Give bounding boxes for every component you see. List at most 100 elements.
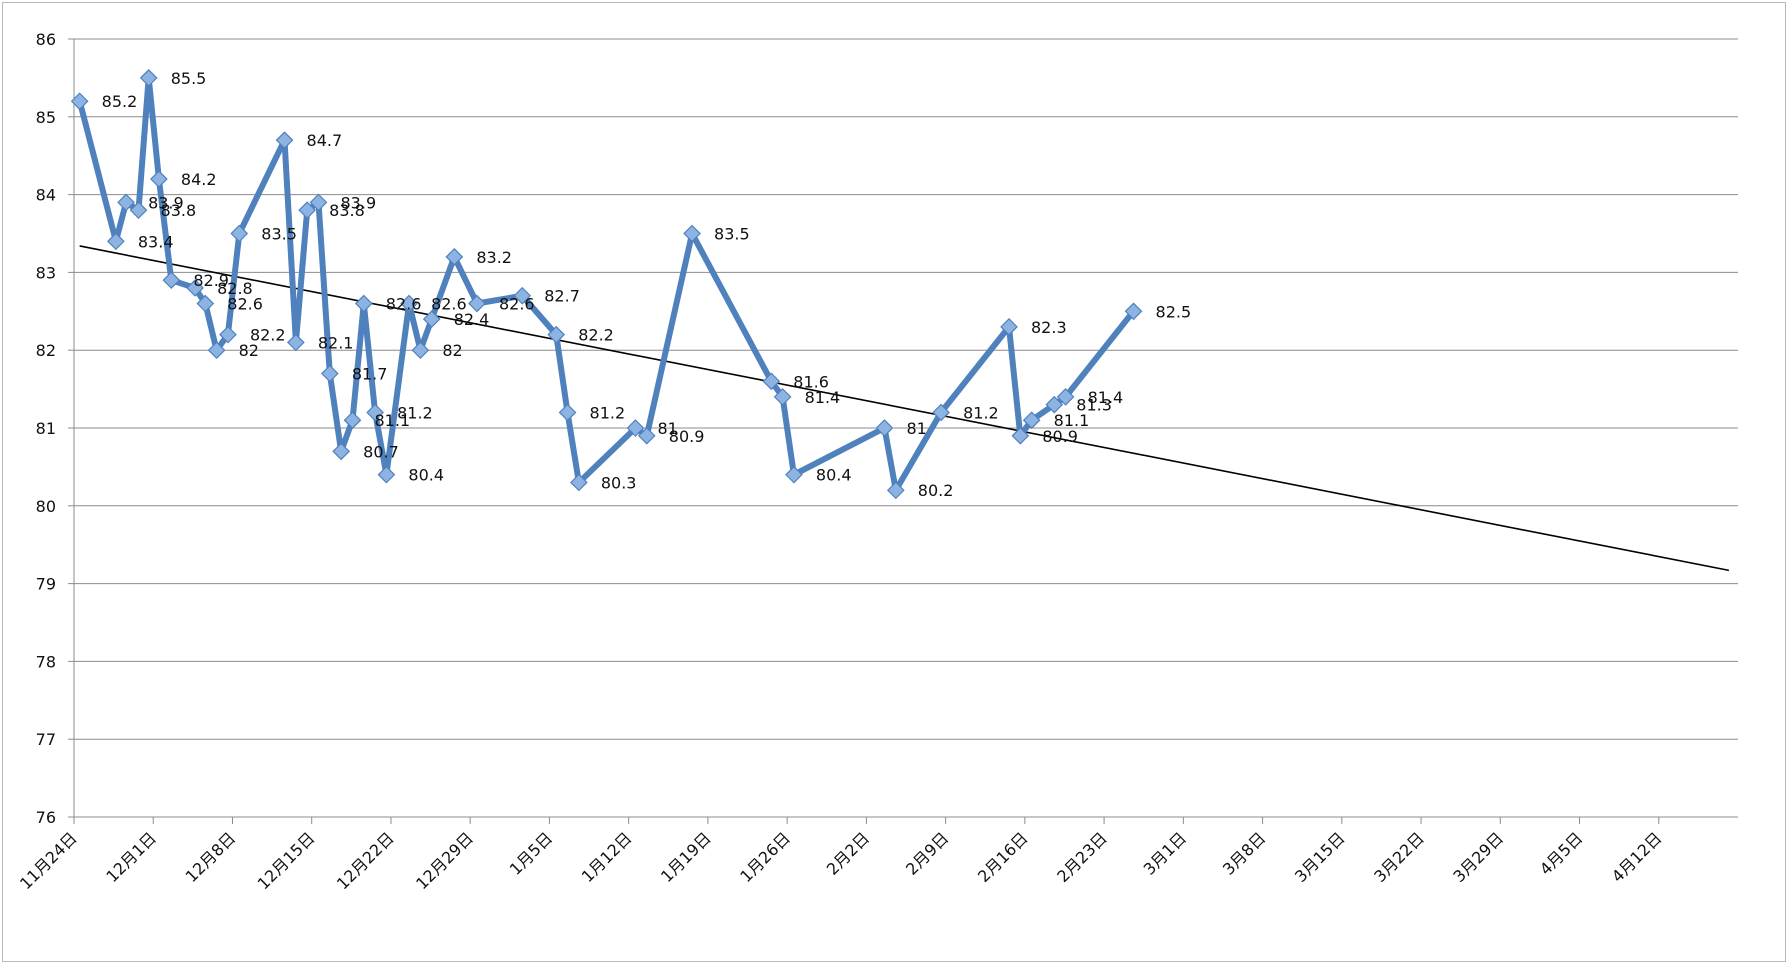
data-label: 81.1 (1054, 411, 1090, 430)
data-point-marker (886, 481, 905, 500)
data-label: 81.3 (1076, 396, 1112, 415)
x-tick-label: 12月8日 (182, 828, 240, 886)
y-tick-label: 76 (36, 808, 56, 827)
data-label: 82.4 (454, 310, 490, 329)
data-label: 83.4 (138, 232, 174, 251)
data-point-marker (411, 341, 430, 360)
data-label: 80.4 (408, 466, 444, 485)
data-point-marker (445, 247, 464, 266)
x-tick-label: 1月19日 (657, 828, 715, 886)
x-tick-label: 3月8日 (1219, 828, 1269, 878)
data-label: 85.2 (102, 92, 138, 111)
data-point-marker (1022, 411, 1041, 430)
x-tick-label: 2月9日 (902, 828, 952, 878)
y-tick-label: 77 (36, 730, 56, 749)
x-tick-label: 4月12日 (1608, 828, 1666, 886)
x-tick-label: 12月1日 (102, 828, 160, 886)
data-point-marker (309, 193, 328, 212)
data-point-marker (162, 271, 181, 290)
data-point-marker (558, 403, 577, 422)
data-label: 82.5 (1156, 302, 1192, 321)
x-tick-label: 12月22日 (333, 828, 398, 893)
data-label: 80.9 (1042, 427, 1078, 446)
y-tick-label: 81 (36, 419, 56, 438)
data-label: 82.1 (318, 333, 354, 352)
data-point-marker (343, 411, 362, 430)
data-point-marker (117, 193, 135, 212)
data-label: 82.6 (431, 295, 467, 314)
data-point-marker (150, 170, 168, 188)
x-tick-label: 12月15日 (254, 828, 319, 893)
data-label: 82.9 (193, 271, 229, 290)
data-label: 82.6 (227, 295, 263, 314)
data-label: 81.2 (590, 403, 626, 422)
data-label: 82 (442, 341, 462, 360)
data-point-marker (186, 279, 204, 297)
y-tick-label: 78 (36, 652, 56, 671)
data-point-marker (570, 473, 588, 492)
data-point-marker (626, 419, 645, 437)
data-label: 80.4 (816, 466, 852, 485)
x-tick-label: 1月26日 (736, 828, 794, 886)
y-tick-label: 84 (36, 186, 56, 205)
x-tick-label: 3月1日 (1140, 828, 1190, 878)
data-point-marker (320, 364, 339, 383)
data-point-marker (332, 442, 350, 461)
data-label: 82.7 (544, 287, 580, 306)
data-point-marker (207, 341, 226, 360)
y-tick-label: 80 (36, 497, 56, 516)
data-label: 82.6 (386, 295, 422, 314)
x-tick-label: 2月23日 (1053, 828, 1111, 886)
data-label: 81 (906, 419, 926, 438)
x-tick-label: 2月2日 (823, 828, 873, 878)
y-tick-label: 79 (36, 575, 56, 594)
data-point-marker (298, 201, 317, 220)
data-label: 82 (239, 341, 259, 360)
data-point-marker (107, 232, 125, 251)
data-point-marker (129, 201, 148, 220)
y-tick-label: 83 (36, 263, 56, 282)
x-tick-label: 2月16日 (974, 828, 1032, 886)
data-point-marker (547, 325, 566, 344)
data-label: 83.8 (161, 201, 197, 220)
data-point-marker (422, 310, 441, 328)
x-tick-label: 4月5日 (1536, 828, 1586, 878)
data-label: 82.8 (217, 279, 253, 298)
trendline (79, 245, 1730, 572)
data-point-marker (70, 92, 89, 111)
data-point-marker (762, 372, 781, 391)
x-tick-label: 3月15日 (1291, 828, 1349, 886)
data-label: 82.2 (578, 326, 614, 345)
y-tick-label: 82 (36, 341, 56, 360)
data-point-marker (230, 224, 249, 243)
data-label: 83.5 (261, 225, 297, 244)
data-point-marker (513, 286, 532, 305)
x-tick-label: 1月5日 (506, 828, 556, 878)
data-point-marker (275, 131, 294, 149)
x-tick-label: 3月22日 (1370, 828, 1428, 886)
data-label: 80.9 (669, 427, 705, 446)
data-label: 80.3 (601, 473, 637, 492)
x-tick-label: 11月24日 (16, 828, 81, 893)
data-label: 81.7 (352, 365, 388, 384)
data-label: 84.7 (307, 131, 343, 150)
data-label: 82.2 (250, 326, 286, 345)
data-label: 83.9 (341, 193, 377, 212)
x-tick-label: 12月29日 (412, 828, 477, 893)
data-label: 83.8 (329, 201, 365, 220)
y-tick-label: 85 (36, 108, 56, 127)
data-label: 84.2 (181, 170, 217, 189)
data-label: 83.5 (714, 225, 750, 244)
data-point-marker (1000, 318, 1018, 336)
data-point-marker (377, 465, 396, 484)
data-point-marker (354, 294, 373, 313)
data-label: 80.2 (918, 481, 954, 500)
data-point-marker (468, 294, 486, 313)
data-label: 81.1 (374, 411, 410, 430)
data-label: 82.6 (499, 295, 535, 314)
data-point-marker (785, 465, 803, 484)
data-label: 83.2 (476, 248, 512, 267)
data-point-marker (637, 426, 656, 445)
data-point-marker (875, 419, 894, 437)
